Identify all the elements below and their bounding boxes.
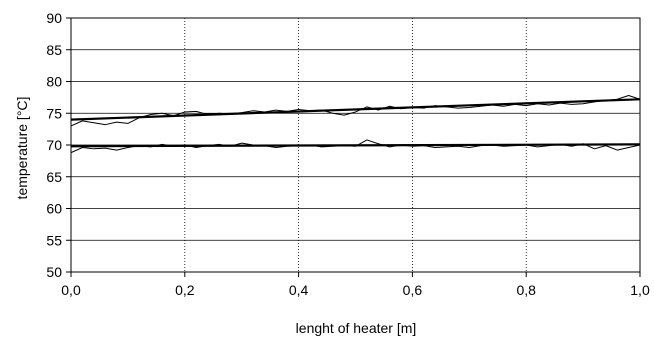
- x-tick-label: 1,0: [630, 282, 650, 298]
- measured-line-0: [70, 94, 641, 127]
- y-tick-label: 65: [46, 169, 62, 185]
- x-axis-label: lenght of heater [m]: [296, 320, 417, 336]
- y-tick-label: 75: [46, 105, 62, 121]
- y-tick-label: 55: [46, 232, 62, 248]
- x-tick-label: 0,4: [289, 282, 309, 298]
- y-tick-labels: 50 55 60 65 70 75 80 85 90: [46, 10, 71, 280]
- y-tick-label: 50: [46, 264, 62, 280]
- trend-line-3: [70, 143, 641, 148]
- trend-line-1: [70, 98, 641, 121]
- x-tick-label: 0,0: [61, 282, 81, 298]
- x-tick-labels: 0,0 0,2 0,4 0,6 0,8 1,0: [61, 272, 650, 298]
- y-tick-label: 70: [46, 137, 62, 153]
- x-tick-label: 0,6: [403, 282, 423, 298]
- x-tick-label: 0,2: [175, 282, 195, 298]
- y-tick-label: 85: [46, 42, 62, 58]
- y-axis-label: temperature [°C]: [14, 97, 30, 200]
- y-tick-label: 60: [46, 201, 62, 217]
- y-tick-label: 80: [46, 74, 62, 90]
- y-tick-label: 90: [46, 10, 62, 26]
- x-tick-label: 0,8: [516, 282, 536, 298]
- series-group: [70, 94, 641, 154]
